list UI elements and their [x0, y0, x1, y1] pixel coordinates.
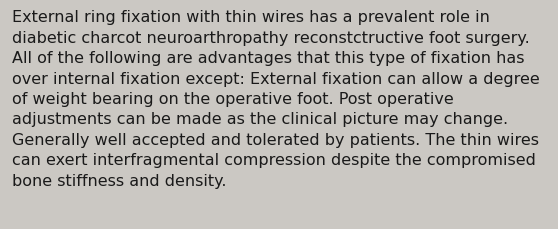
Text: External ring fixation with thin wires has a prevalent role in
diabetic charcot : External ring fixation with thin wires h…	[12, 10, 540, 188]
